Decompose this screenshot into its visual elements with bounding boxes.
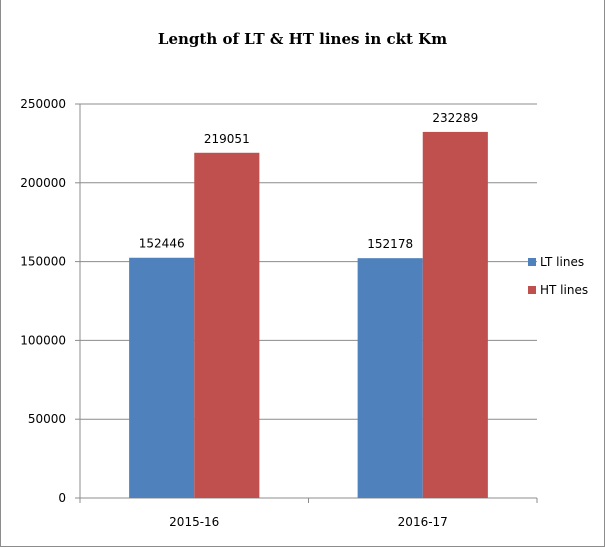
y-tick-label: 100000 xyxy=(20,333,66,347)
legend-swatch-ht xyxy=(528,286,536,294)
y-tick-label: 150000 xyxy=(20,255,66,269)
legend: LT lines HT lines xyxy=(528,255,588,311)
x-tick-label: 2016-17 xyxy=(398,515,448,529)
bar-ht xyxy=(422,131,488,498)
y-tick-label: 0 xyxy=(58,491,66,505)
y-tick-label: 50000 xyxy=(28,412,66,426)
data-label: 152446 xyxy=(139,237,185,251)
legend-label-lt: LT lines xyxy=(540,255,585,269)
x-tick-label: 2015-16 xyxy=(169,515,219,529)
legend-item-ht: HT lines xyxy=(528,283,588,297)
legend-item-lt: LT lines xyxy=(528,255,588,269)
data-label: 219051 xyxy=(204,132,250,146)
y-tick-label: 200000 xyxy=(20,176,66,190)
bar-ht xyxy=(194,152,260,498)
data-label: 232289 xyxy=(432,111,478,125)
y-tick-label: 250000 xyxy=(20,97,66,111)
legend-label-ht: HT lines xyxy=(540,283,589,297)
chart-title: Length of LT & HT lines in ckt Km xyxy=(157,30,448,48)
bar-lt xyxy=(129,257,195,498)
data-label: 152178 xyxy=(367,237,413,251)
legend-swatch-lt xyxy=(528,258,536,266)
bar-lt xyxy=(357,258,423,498)
